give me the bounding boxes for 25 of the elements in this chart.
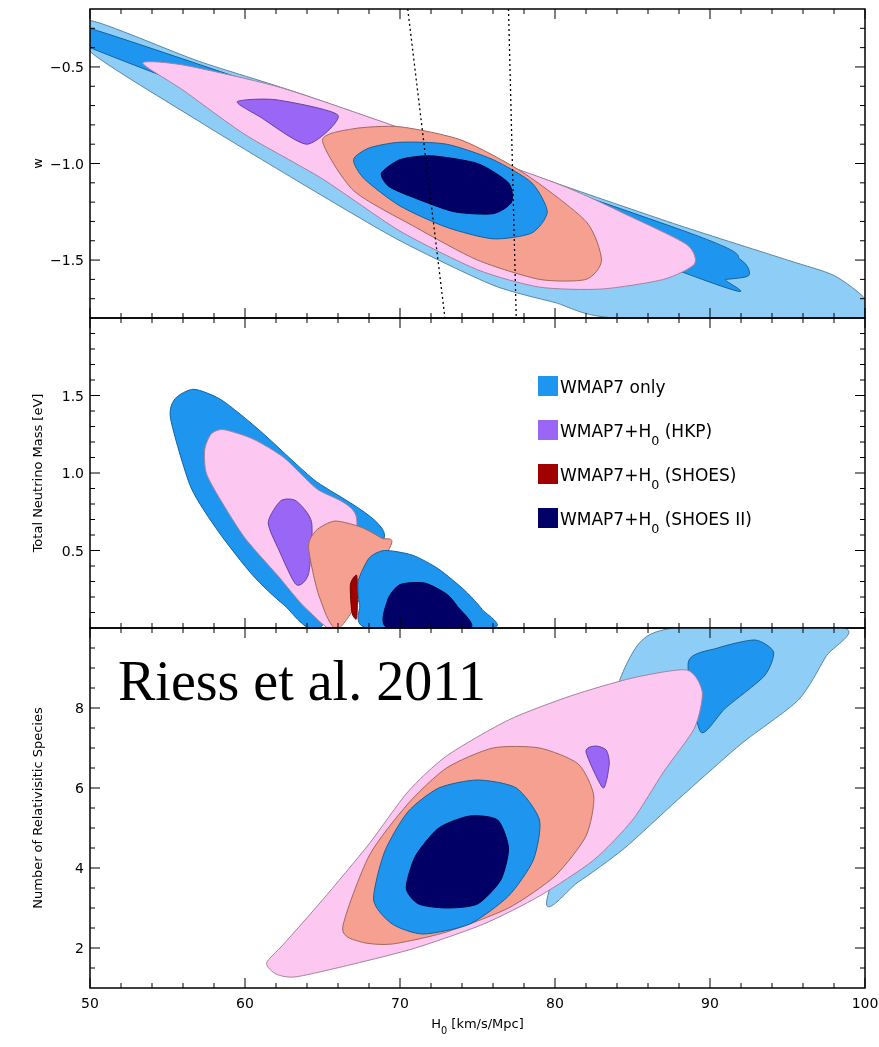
legend-label: WMAP7+H$_{0}$ (SHOES)	[560, 465, 737, 492]
x-tick-label: 60	[236, 995, 254, 1011]
y-axis-title: w	[30, 157, 45, 169]
annotation: Riess et al. 2011	[118, 650, 487, 712]
y-axis-title: Total Neutrino Mass [eV]	[30, 393, 45, 554]
y-axis-title: Number of Relativisitic Species	[30, 707, 45, 909]
legend-label: WMAP7 only	[560, 377, 666, 397]
y-tick-label: 0.5	[61, 542, 84, 559]
y-tick-label: 2	[75, 940, 84, 956]
legend-label: WMAP7+H$_{0}$ (SHOES II)	[560, 509, 752, 536]
x-tick-label: 80	[546, 995, 564, 1011]
x-tick-label: 70	[391, 995, 409, 1011]
y-tick-label: 8	[75, 700, 84, 716]
legend-label: WMAP7+H$_{0}$ (HKP)	[560, 421, 713, 448]
x-tick-label: 90	[701, 995, 719, 1011]
y-tick-label: 1.5	[61, 387, 84, 404]
y-tick-label: −1.5	[50, 252, 84, 269]
y-tick-label: 4	[75, 860, 85, 876]
x-tick-label: 50	[81, 995, 99, 1011]
y-tick-label: 6	[75, 780, 85, 796]
y-tick-label: −1.0	[50, 155, 84, 172]
x-axis-title: H$_{0}$ [km/s/Mpc]	[431, 1016, 524, 1036]
x-tick-label: 100	[851, 995, 879, 1011]
y-tick-label: 1.0	[61, 465, 84, 481]
y-tick-label: −0.5	[50, 58, 84, 75]
